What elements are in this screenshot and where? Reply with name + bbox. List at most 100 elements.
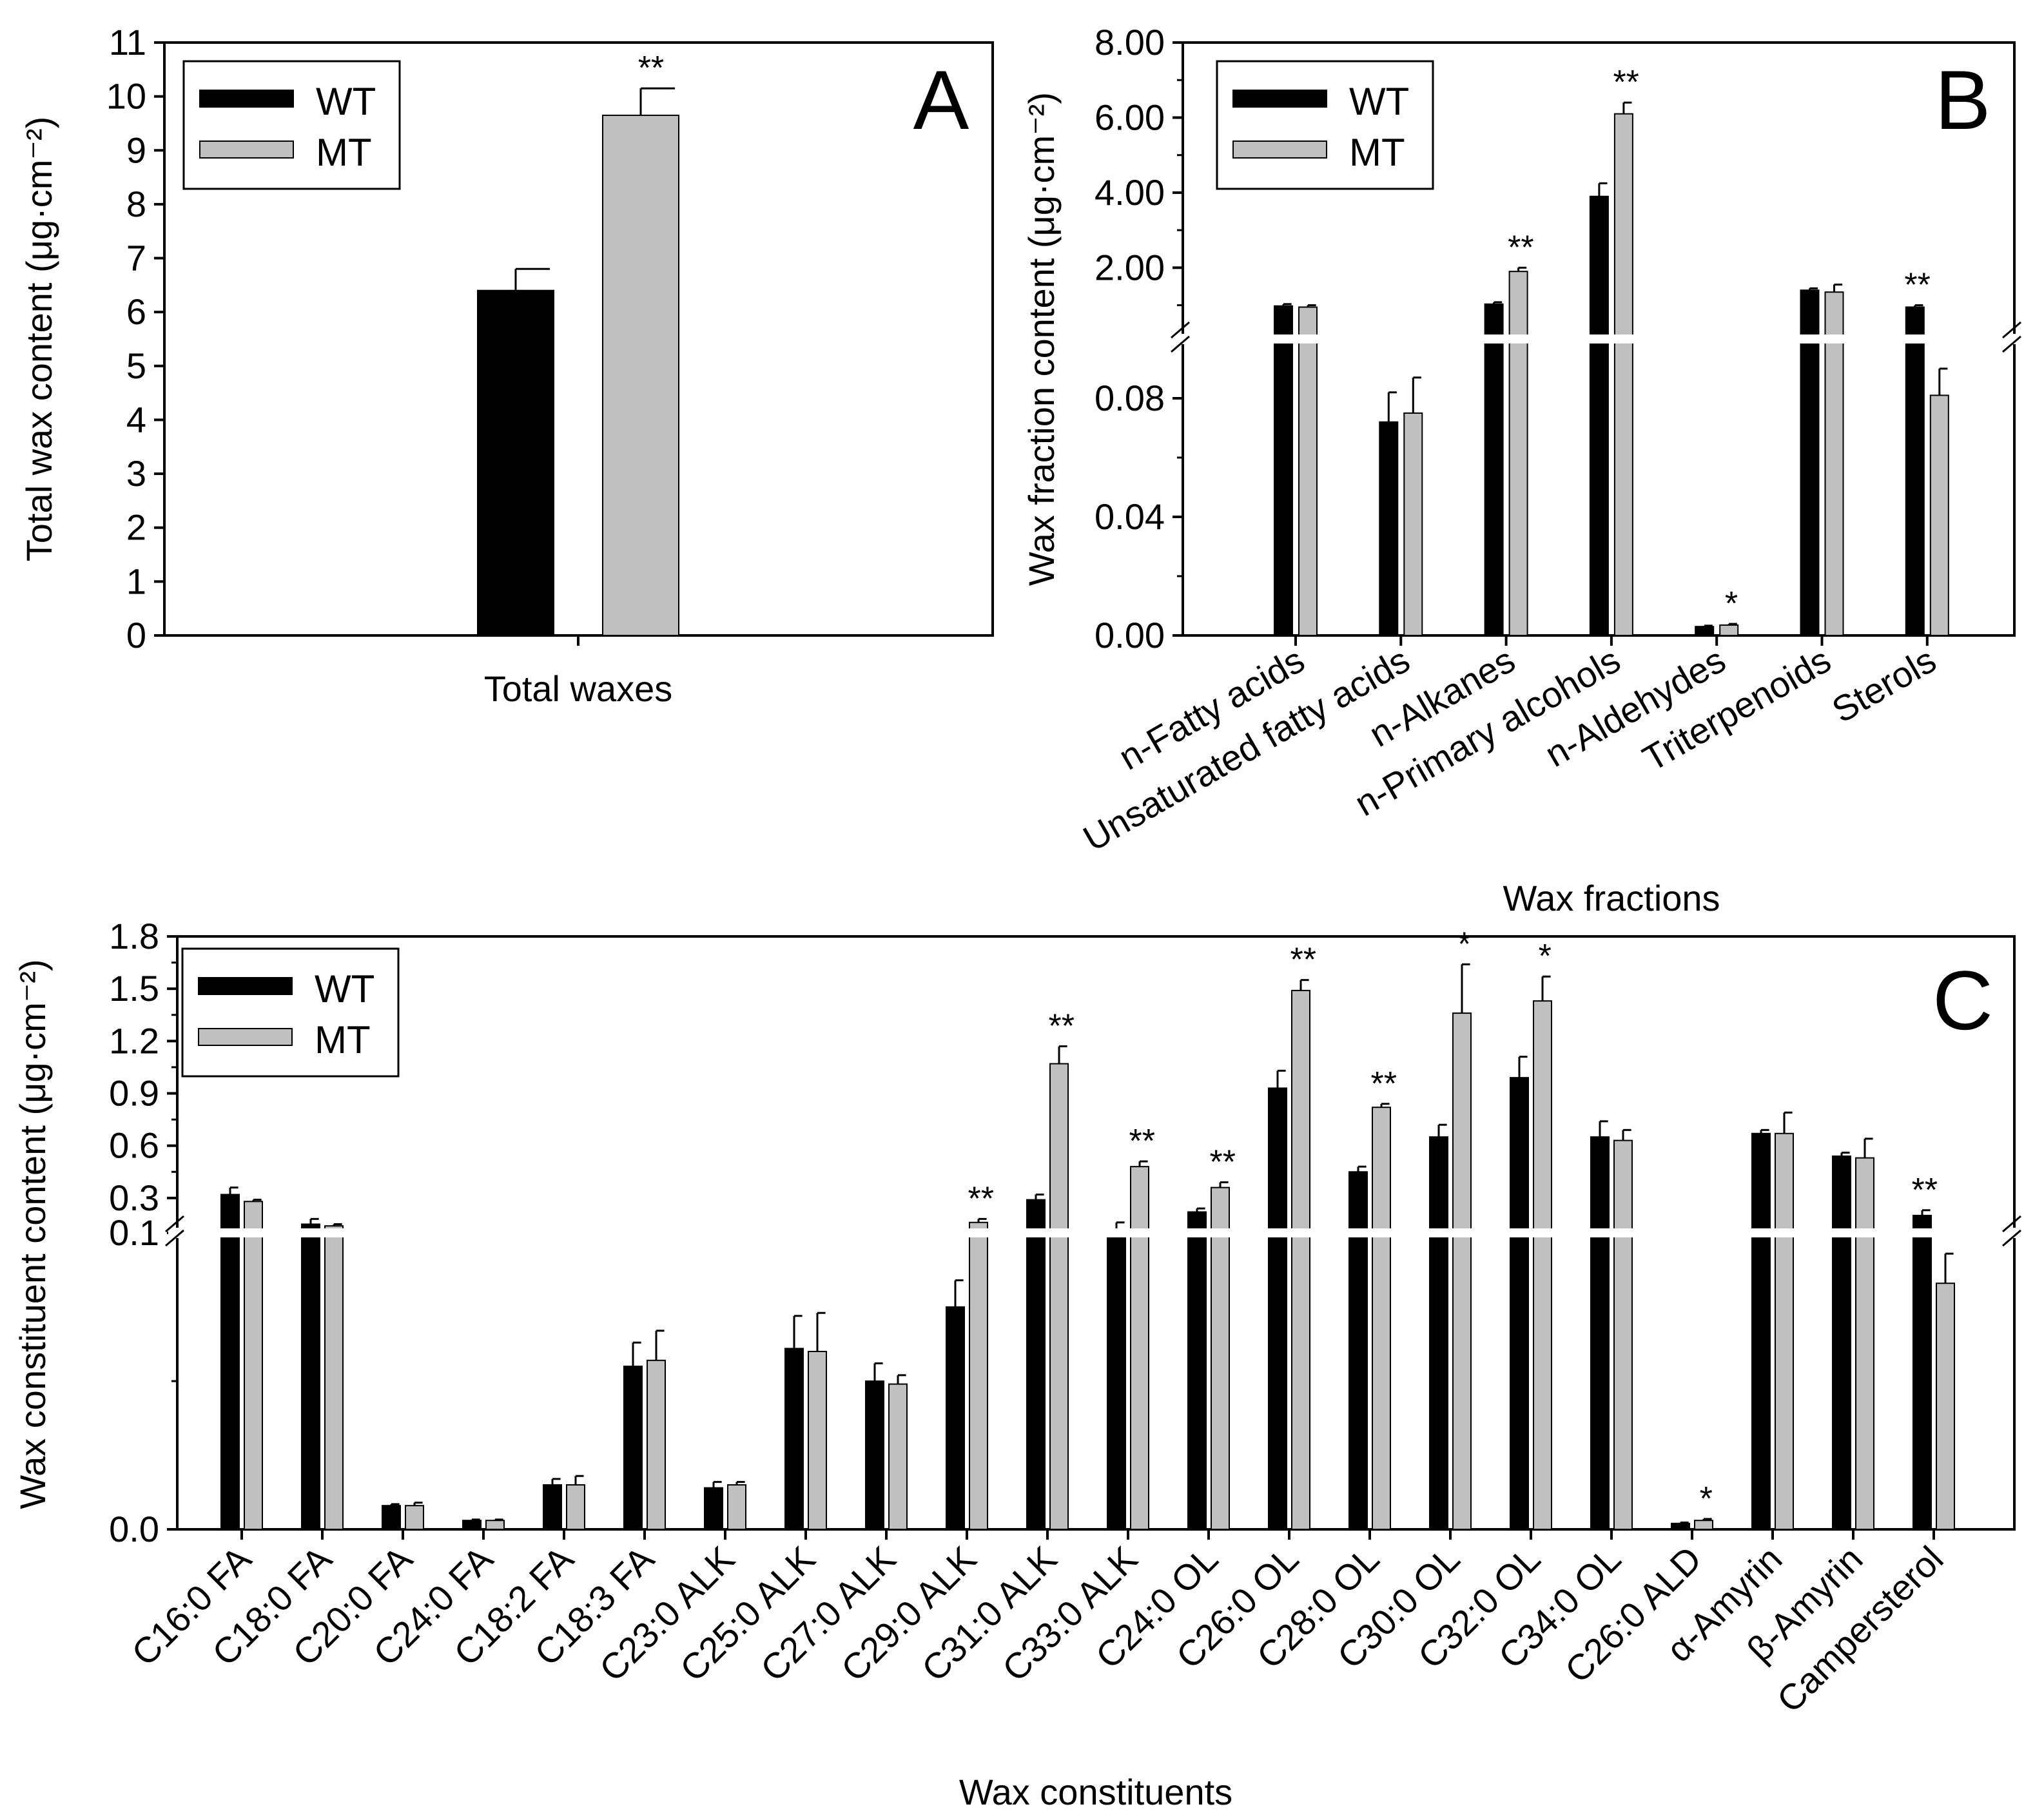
panel-b-label: B — [1935, 53, 1991, 147]
panel-c: 0.00.10.30.60.91.21.51.8 ************* **… — [12, 916, 2023, 1812]
c-bar-mt-c26-0-ald — [1694, 1520, 1713, 1530]
b-x-tick-label: Sterols — [1825, 639, 1942, 731]
b-break-mask — [1174, 334, 1192, 344]
c-y-tick-label: 0.6 — [109, 1125, 159, 1166]
panel-a-y-title: Total wax content (μg·cm⁻²) — [19, 117, 59, 561]
c-bar-mt-c16-0-fa — [244, 1201, 263, 1530]
panel-a-legend-frame — [182, 60, 401, 190]
c-bar-mt-amyrin — [1775, 1132, 1794, 1530]
c-bar-mt-c33-0-alk — [1130, 1166, 1149, 1531]
panel-a-bars: ** — [477, 50, 679, 646]
a-bar-mt-total-waxes — [602, 114, 679, 636]
b-break-mask — [2005, 334, 2023, 344]
a-y-tick-label: 4 — [126, 399, 146, 440]
b-bar-wt-unsaturated-fatty-acids — [1379, 421, 1399, 636]
a-significance-marker: ** — [638, 50, 664, 87]
b-bar-wt-n-primary-alcohols — [1589, 195, 1609, 636]
c-significance-marker: ** — [1912, 1172, 1938, 1209]
c-bar-wt-c18-3-fa — [623, 1366, 643, 1530]
a-y-tick-label: 1 — [126, 561, 146, 601]
b-bar-mt-n-primary-alcohols — [1613, 113, 1633, 636]
a-y-tick-label: 7 — [126, 238, 146, 278]
b-bar-wt-n-fatty-acids — [1274, 305, 1293, 636]
c-bar-wt-c31-0-alk — [1026, 1199, 1046, 1531]
b-bar-wt-n-aldehydes — [1695, 626, 1715, 637]
panel-c-legend-frame — [181, 947, 400, 1078]
c-significance-marker: ** — [968, 1180, 994, 1217]
c-bar-wt-c20-0-fa — [382, 1505, 401, 1530]
c-bar-mt-campersterol — [1936, 1283, 1955, 1530]
c-y-tick-label: 0.9 — [109, 1073, 159, 1114]
c-bar-wt-c26-0-ald — [1671, 1522, 1690, 1531]
panel-b-legend-wt-swatch — [1232, 90, 1327, 108]
panel-a: 0 1 2 3 4 5 6 7 8 9 10 11 ** A Total wax content (μ… — [19, 22, 994, 709]
b-break-slash — [1171, 321, 1190, 339]
b-significance-marker: ** — [1904, 267, 1930, 304]
a-y-tick-label: 9 — [126, 130, 146, 170]
b-break-gap — [1184, 334, 2013, 344]
c-bar-mt-c31-0-alk — [1049, 1063, 1069, 1530]
c-bar-mt-c34-0-ol — [1613, 1139, 1633, 1530]
c-bar-mt-c18-0-fa — [324, 1225, 344, 1531]
panel-c-label: C — [1932, 953, 1993, 1047]
c-significance-marker: * — [1539, 938, 1552, 975]
c-significance-marker: ** — [1210, 1144, 1236, 1181]
c-bar-wt-c23-0-alk — [704, 1487, 723, 1531]
b-bar-mt-unsaturated-fatty-acids — [1403, 412, 1423, 636]
c-break-slash — [165, 1215, 184, 1233]
c-bar-mt-c24-0-ol — [1211, 1186, 1230, 1531]
c-bar-wt-amyrin — [1832, 1155, 1851, 1530]
c-y-tick-label: 0.3 — [109, 1177, 159, 1218]
c-bar-wt-c16-0-fa — [220, 1194, 240, 1530]
panel-a-label: A — [913, 53, 969, 147]
b-y-tick-label: 2.00 — [1095, 247, 1165, 287]
c-bar-wt-campersterol — [1913, 1214, 1932, 1530]
panel-b-legend: WT MT — [1216, 60, 1434, 190]
panel-c-y-title: Wax constituent content (μg·cm⁻²) — [12, 959, 53, 1509]
c-bar-wt-amyrin — [1751, 1132, 1771, 1530]
c-break-gap — [179, 1228, 2013, 1237]
a-y-tick-label: 2 — [126, 507, 146, 548]
panel-b: 0.000.040.082.004.006.008.00 ******* n-F… — [1021, 22, 2023, 918]
c-bar-mt-c18-3-fa — [647, 1359, 666, 1531]
c-bar-mt-c28-0-ol — [1372, 1107, 1391, 1531]
panel-c-x-title: Wax constituents — [959, 1772, 1232, 1812]
panel-c-legend-mt-label: MT — [315, 1018, 371, 1061]
b-significance-marker: ** — [1508, 229, 1533, 266]
c-y-tick-label: 1.2 — [109, 1020, 159, 1061]
panel-c-legend-wt-swatch — [198, 977, 293, 995]
c-bar-wt-c29-0-alk — [946, 1306, 965, 1530]
a-y-tick-label: 6 — [126, 291, 146, 332]
a-y-tick-label: 3 — [126, 453, 146, 494]
c-bar-mt-c24-0-fa — [485, 1520, 505, 1530]
a-y-tick-label: 8 — [126, 184, 146, 224]
c-significance-marker: ** — [1129, 1123, 1155, 1160]
a-y-tick-label: 10 — [106, 76, 146, 117]
panel-b-axis-break — [1171, 321, 2023, 353]
a-y-tick-label: 5 — [126, 345, 146, 386]
b-break-slash — [2002, 321, 2021, 339]
panel-a-category-label: Total waxes — [484, 668, 673, 709]
b-break-slash — [1171, 335, 1190, 353]
c-bar-wt-c27-0-alk — [865, 1380, 884, 1530]
a-y-tick-label: 0 — [126, 615, 146, 655]
c-significance-marker: ** — [1371, 1065, 1397, 1103]
panel-a-legend: WT MT — [182, 60, 401, 190]
c-significance-marker: ** — [1290, 942, 1316, 979]
b-y-tick-label: 0.00 — [1095, 615, 1165, 655]
panel-b-y-title: Wax fraction content (μg·cm⁻²) — [1021, 92, 1062, 586]
panel-a-legend-wt-label: WT — [316, 80, 376, 123]
panel-a-legend-wt-swatch — [199, 90, 294, 108]
c-break-mask — [2005, 1228, 2023, 1238]
c-bar-wt-c24-0-fa — [462, 1520, 482, 1530]
panel-a-legend-mt-label: MT — [316, 131, 372, 174]
panel-c-legend-mt-swatch — [198, 1028, 293, 1046]
b-y-tick-label: 6.00 — [1095, 97, 1165, 137]
panel-c-legend: WT MT — [181, 947, 400, 1078]
c-bar-wt-c18-0-fa — [301, 1223, 320, 1530]
panel-b-legend-mt-label: MT — [1349, 131, 1405, 174]
c-break-slash — [165, 1229, 184, 1247]
c-bar-wt-c25-0-alk — [784, 1348, 804, 1530]
